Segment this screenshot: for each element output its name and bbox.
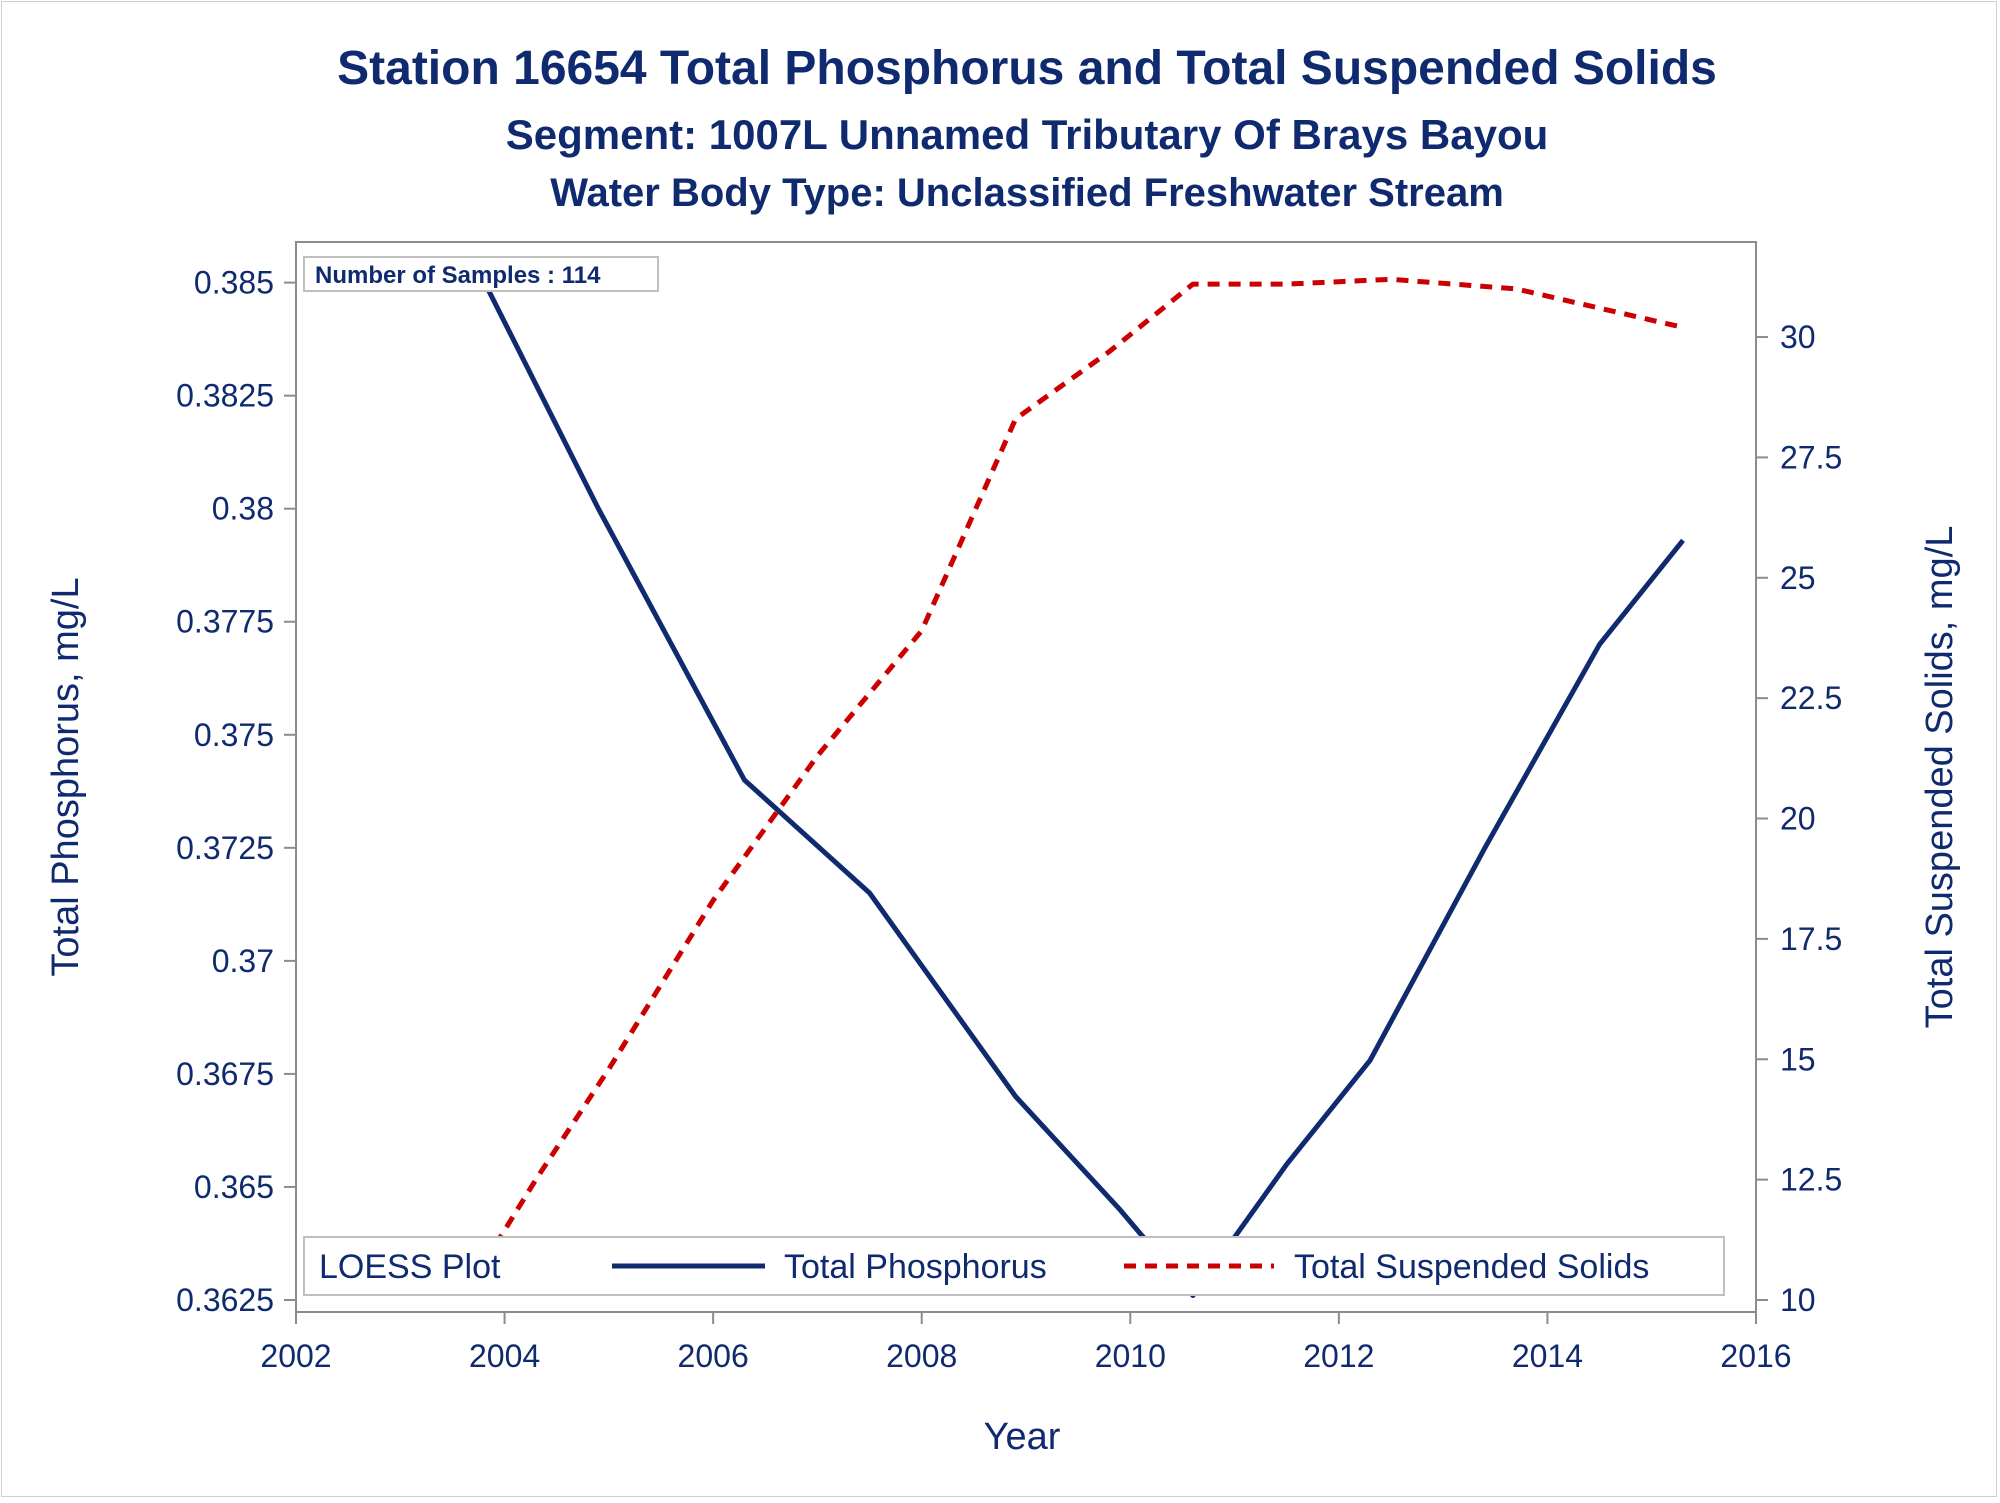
y-left-tick-label: 0.3725 [176,830,274,866]
y-right-tick-label: 25 [1780,560,1816,596]
y-axis-right-label: Total Suspended Solids, mg/L [1919,526,1961,1029]
y-right-tick-label: 30 [1780,319,1816,355]
legend-label-total-suspended-solids: Total Suspended Solids [1294,1248,1649,1286]
x-tick-label: 2006 [678,1338,749,1374]
y-left-tick-label: 0.3625 [176,1282,274,1318]
y-left-tick-label: 0.375 [194,717,274,753]
x-tick-label: 2014 [1512,1338,1583,1374]
plot-area [295,241,1757,1313]
y-left-tick-label: 0.3775 [176,604,274,640]
legend: LOESS Plot Total Phosphorus Total Suspen… [303,1236,1725,1296]
x-tick-label: 2010 [1095,1338,1166,1374]
x-tick-label: 2002 [260,1338,331,1374]
y-right-tick-label: 12.5 [1780,1162,1842,1198]
chart-title: Station 16654 Total Phosphorus and Total… [337,42,1717,95]
x-tick-label: 2004 [469,1338,540,1374]
y-left-tick-label: 0.365 [194,1169,274,1205]
series-line-total-phosphorus [471,258,1685,1298]
y-right-tick-label: 27.5 [1780,439,1842,475]
x-tick-label: 2012 [1303,1338,1374,1374]
y-right-tick-label: 20 [1780,801,1816,837]
series-line-total-suspended-solids [471,276,1684,1283]
y-left-tick-label: 0.3675 [176,1056,274,1092]
chart-subtitle: Segment: 1007L Unnamed Tributary Of Bray… [506,111,1549,158]
legend-label-total-phosphorus: Total Phosphorus [784,1248,1047,1286]
chart-subtitle-2: Water Body Type: Unclassified Freshwater… [550,171,1504,215]
x-tick-label: 2016 [1720,1338,1791,1374]
series-layer [471,258,1685,1298]
y-right-tick-label: 17.5 [1780,921,1842,957]
y-right-tick-label: 22.5 [1780,680,1842,716]
y-left-tick-label: 0.38 [212,491,274,527]
y-axis-left-label: Total Phosphorus, mg/L [45,577,87,976]
y-left-tick-label: 0.385 [194,265,274,301]
x-tick-label: 2008 [886,1338,957,1374]
x-axis: 2002 2004 2006 2008 2010 2012 2014 2016 [260,1312,1792,1374]
y-axis-right: 10 12.5 15 17.5 20 22.5 25 27.5 30 [1756,319,1842,1318]
legend-box [303,1236,1725,1296]
samples-inset-label: Number of Samples : 114 [315,262,601,289]
y-axis-left: 0.3625 0.365 0.3675 0.37 0.3725 0.375 0.3775 0.… [176,265,296,1318]
x-axis-label: Year [984,1416,1061,1458]
y-right-tick-label: 10 [1780,1282,1816,1318]
y-left-tick-label: 0.37 [212,943,274,979]
y-left-tick-label: 0.3825 [176,378,274,414]
samples-inset-box [303,256,659,292]
legend-title: LOESS Plot [319,1248,501,1286]
y-right-tick-label: 15 [1780,1041,1816,1077]
